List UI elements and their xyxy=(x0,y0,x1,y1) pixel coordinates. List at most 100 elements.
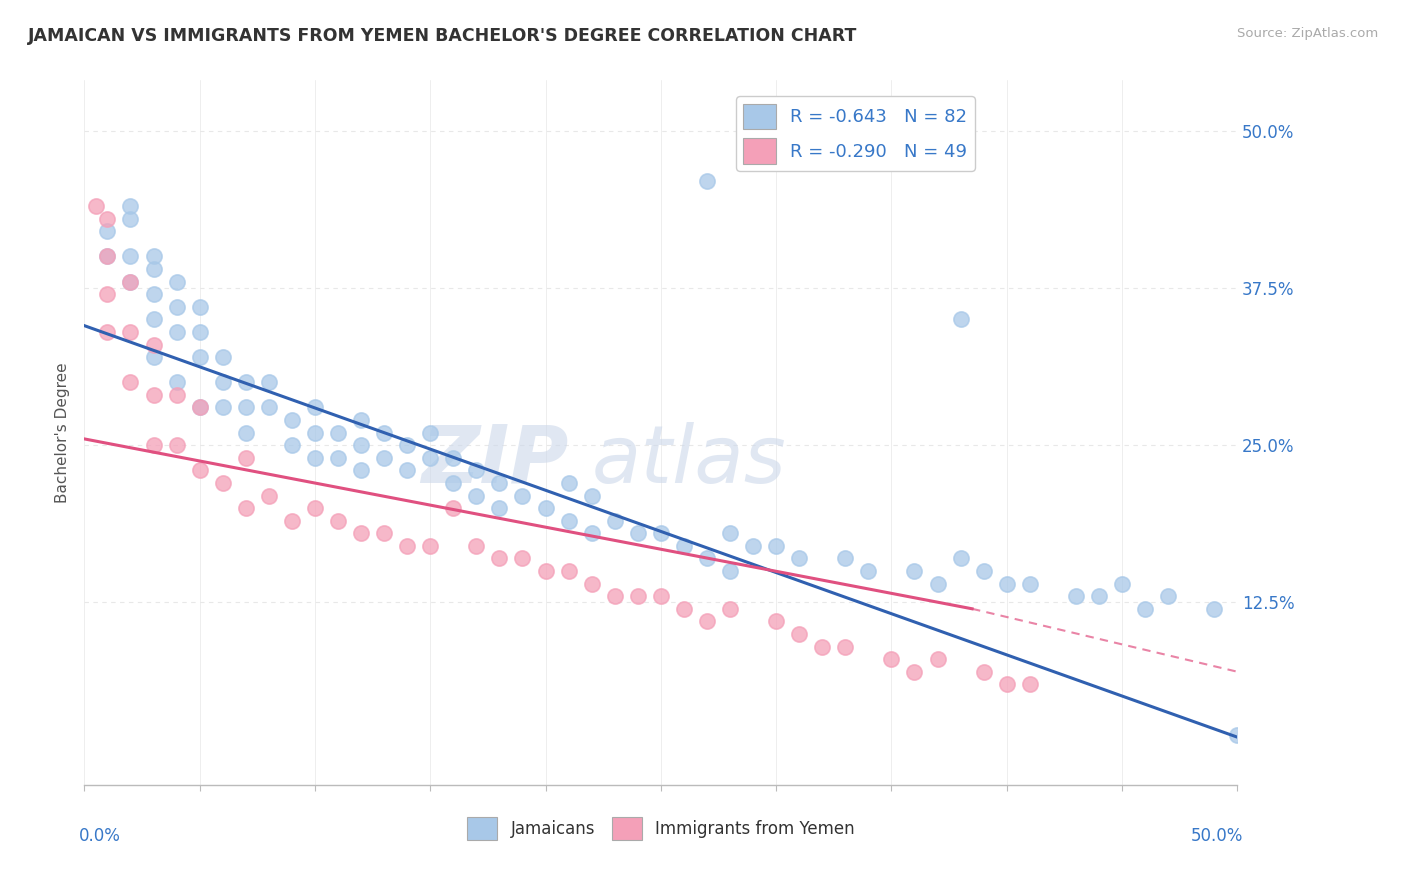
Point xyxy=(350,463,373,477)
Point xyxy=(1133,601,1156,615)
Point xyxy=(1018,576,1040,591)
Point xyxy=(96,224,118,238)
Point xyxy=(326,514,349,528)
Point xyxy=(718,564,741,578)
Point xyxy=(142,388,165,402)
Point xyxy=(211,475,233,490)
Point xyxy=(1226,728,1249,742)
Point xyxy=(949,551,972,566)
Point xyxy=(257,401,280,415)
Point xyxy=(419,450,441,465)
Text: 0.0%: 0.0% xyxy=(79,827,121,846)
Point xyxy=(488,551,510,566)
Point xyxy=(718,601,741,615)
Point xyxy=(120,325,142,339)
Point xyxy=(235,450,257,465)
Point xyxy=(96,250,118,264)
Point xyxy=(627,589,650,603)
Point xyxy=(96,287,118,301)
Point xyxy=(142,438,165,452)
Text: atlas: atlas xyxy=(592,422,786,500)
Point xyxy=(166,388,188,402)
Point xyxy=(84,199,107,213)
Point xyxy=(927,576,949,591)
Point xyxy=(557,564,579,578)
Point xyxy=(627,526,650,541)
Point xyxy=(120,211,142,226)
Point xyxy=(696,615,718,629)
Point xyxy=(557,475,579,490)
Point xyxy=(373,450,395,465)
Point xyxy=(96,211,118,226)
Point xyxy=(142,262,165,277)
Point xyxy=(188,401,211,415)
Point xyxy=(257,376,280,390)
Point xyxy=(326,450,349,465)
Point xyxy=(465,463,488,477)
Point xyxy=(188,401,211,415)
Point xyxy=(441,475,464,490)
Point xyxy=(96,325,118,339)
Text: ZIP: ZIP xyxy=(422,422,568,500)
Point xyxy=(142,250,165,264)
Point xyxy=(650,589,672,603)
Point xyxy=(396,539,419,553)
Point xyxy=(581,576,603,591)
Point xyxy=(304,401,326,415)
Point xyxy=(512,489,534,503)
Point xyxy=(742,539,765,553)
Point xyxy=(281,413,304,427)
Point xyxy=(465,489,488,503)
Point xyxy=(120,275,142,289)
Point xyxy=(1204,601,1226,615)
Point xyxy=(834,640,856,654)
Point xyxy=(396,463,419,477)
Point xyxy=(949,312,972,326)
Point xyxy=(166,275,188,289)
Point xyxy=(765,615,787,629)
Point xyxy=(903,665,925,679)
Point xyxy=(142,312,165,326)
Point xyxy=(718,526,741,541)
Point xyxy=(995,677,1018,691)
Point xyxy=(120,250,142,264)
Point xyxy=(858,564,880,578)
Point xyxy=(166,438,188,452)
Point xyxy=(581,489,603,503)
Point xyxy=(1088,589,1111,603)
Point xyxy=(927,652,949,666)
Point xyxy=(787,551,810,566)
Point xyxy=(281,438,304,452)
Point xyxy=(96,250,118,264)
Point xyxy=(166,300,188,314)
Point xyxy=(281,514,304,528)
Legend: Jamaicans, Immigrants from Yemen: Jamaicans, Immigrants from Yemen xyxy=(460,810,862,847)
Point xyxy=(1111,576,1133,591)
Point xyxy=(696,551,718,566)
Point xyxy=(373,526,395,541)
Point xyxy=(326,425,349,440)
Point xyxy=(603,514,626,528)
Point xyxy=(488,475,510,490)
Point xyxy=(534,501,557,516)
Text: Source: ZipAtlas.com: Source: ZipAtlas.com xyxy=(1237,27,1378,40)
Text: JAMAICAN VS IMMIGRANTS FROM YEMEN BACHELOR'S DEGREE CORRELATION CHART: JAMAICAN VS IMMIGRANTS FROM YEMEN BACHEL… xyxy=(28,27,858,45)
Point xyxy=(188,300,211,314)
Point xyxy=(142,337,165,351)
Point xyxy=(188,350,211,364)
Point xyxy=(672,539,695,553)
Point xyxy=(211,401,233,415)
Point xyxy=(350,413,373,427)
Point xyxy=(235,501,257,516)
Point xyxy=(512,551,534,566)
Point xyxy=(257,489,280,503)
Point xyxy=(211,376,233,390)
Point xyxy=(235,401,257,415)
Point xyxy=(120,199,142,213)
Point xyxy=(765,539,787,553)
Point xyxy=(834,551,856,566)
Point xyxy=(995,576,1018,591)
Point xyxy=(396,438,419,452)
Point xyxy=(419,425,441,440)
Y-axis label: Bachelor's Degree: Bachelor's Degree xyxy=(55,362,70,503)
